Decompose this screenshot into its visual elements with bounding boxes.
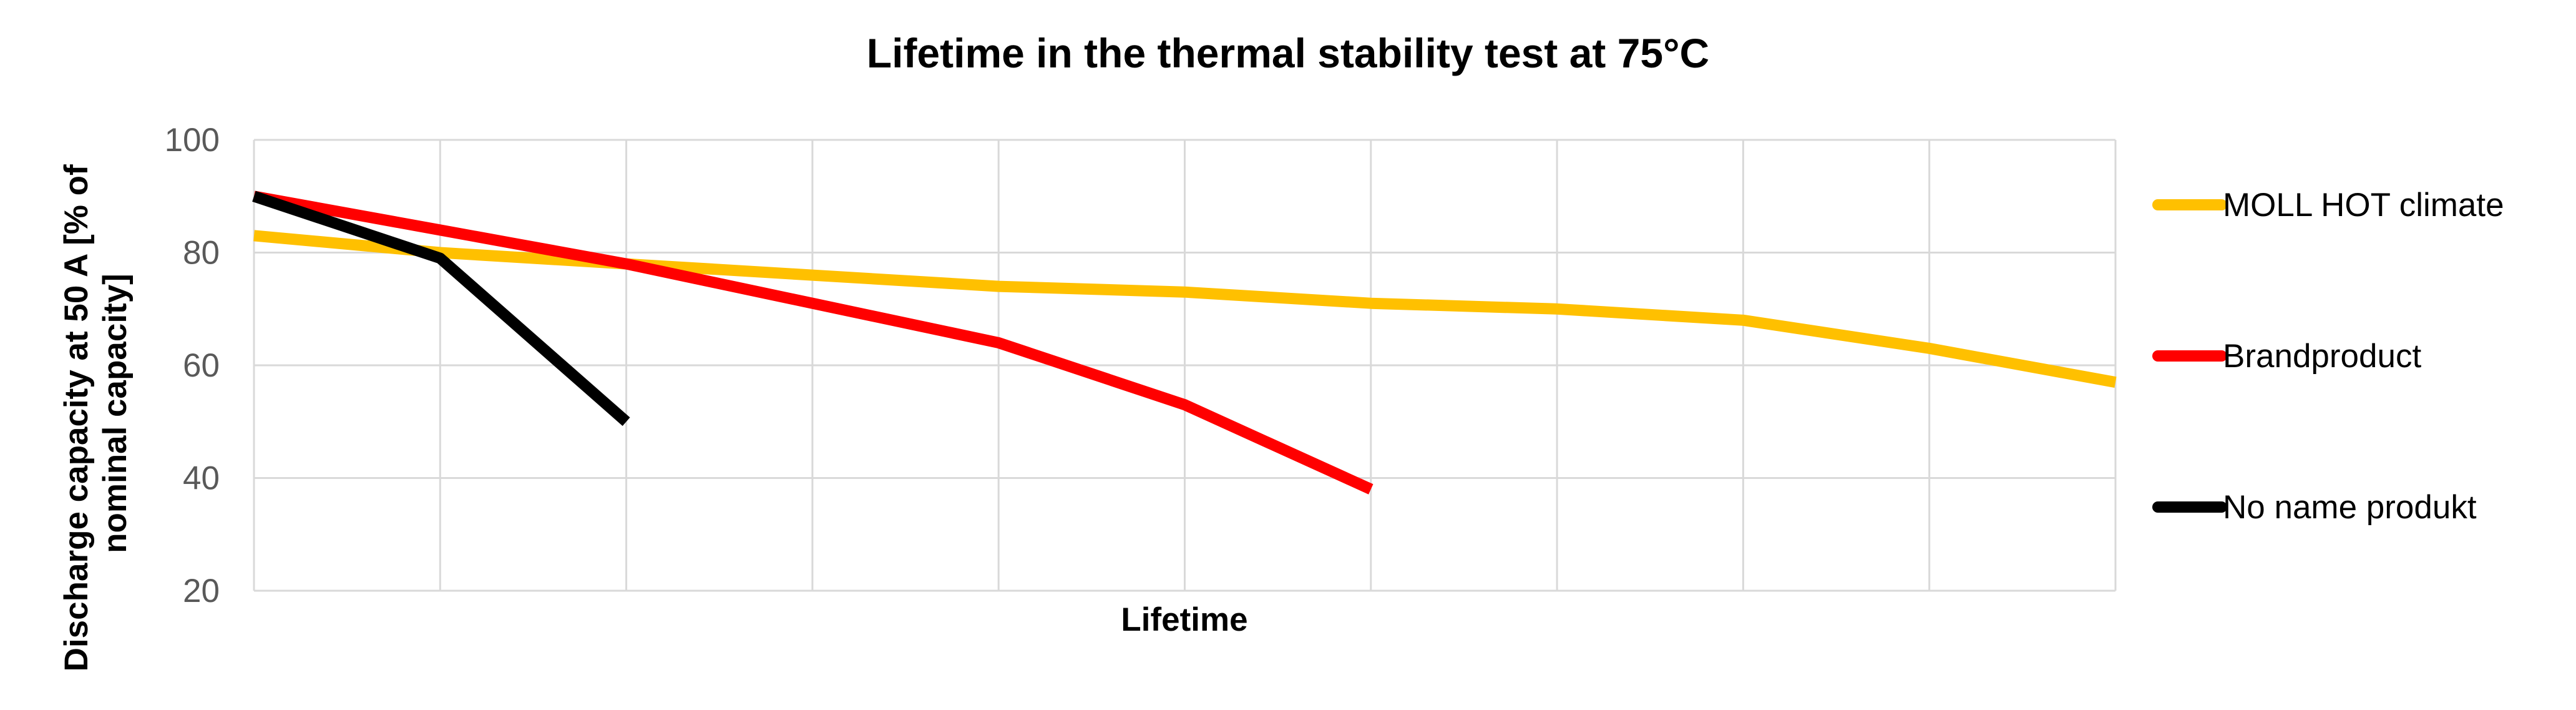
series-line [252, 190, 630, 426]
y-tick-label: 80 [183, 235, 220, 272]
series-line [253, 230, 2117, 388]
series-line [253, 190, 1373, 495]
y-axis-title-line-2: nominal capacity] [97, 274, 134, 553]
y-tick-label: 40 [183, 460, 220, 497]
x-axis-title: Lifetime [1121, 601, 1247, 638]
legend-label: Brandproduct [2223, 338, 2421, 375]
legend-label: No name produkt [2223, 489, 2477, 526]
legend: MOLL HOT climate Brandproduct No name prod… [2152, 187, 2504, 526]
y-tick-labels: 20 40 60 80 100 [165, 122, 220, 609]
legend-label: MOLL HOT climate [2223, 187, 2504, 224]
series-layer [252, 190, 2117, 495]
y-axis-title-line-1: Discharge capacity at 50 A [% of [58, 164, 95, 671]
y-tick-label: 20 [183, 573, 220, 609]
y-tick-label: 100 [165, 122, 220, 159]
chart-title: Lifetime in the thermal stability test a… [867, 30, 1709, 76]
y-tick-label: 60 [183, 347, 220, 384]
grid-layer [253, 139, 2117, 592]
y-axis-title: Discharge capacity at 50 A [% of nominal… [58, 155, 134, 672]
svg-text:Discharge capacity at 50 A [%: Discharge capacity at 50 A [% of nominal… [58, 155, 134, 672]
